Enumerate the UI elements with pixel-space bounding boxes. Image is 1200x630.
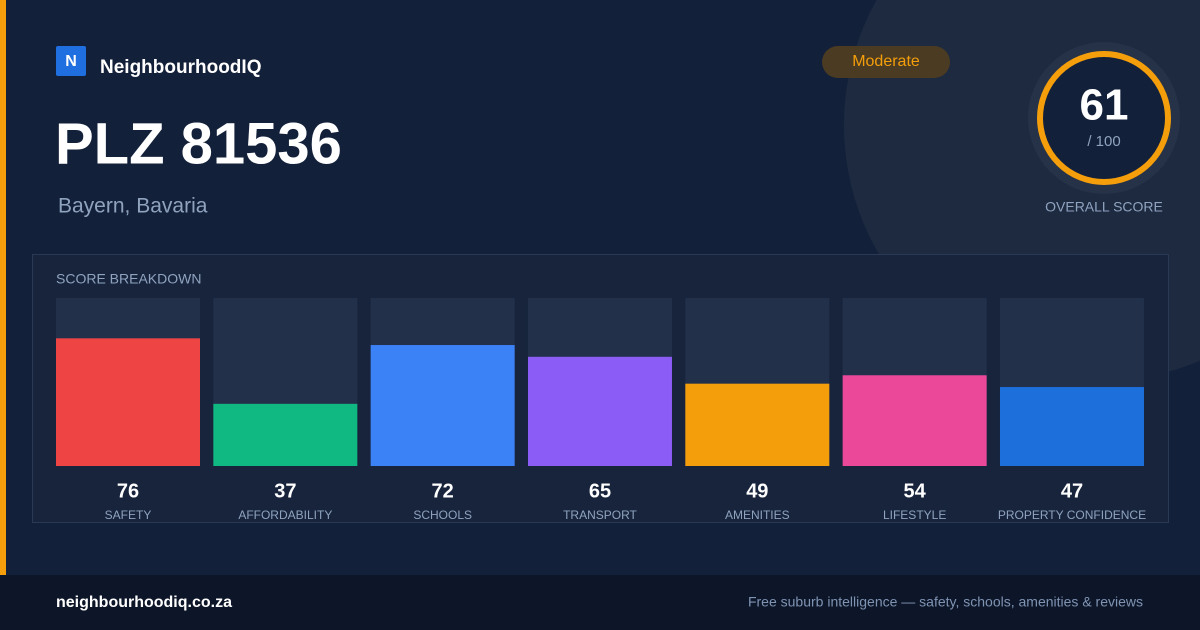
brand-name: NeighbourhoodIQ [100,57,261,78]
value-label: 76 [117,480,139,502]
category-label: AFFORDABILITY [238,508,332,522]
logo-letter: N [65,53,77,70]
chart-title: SCORE BREAKDOWN [56,271,201,287]
footer-bg [0,575,1200,630]
bar [213,403,358,466]
bar [842,375,987,466]
score-label: OVERALL SCORE [1045,199,1163,215]
bar [527,356,672,466]
category-label: LIFESTYLE [883,508,946,522]
category-label: SCHOOLS [413,508,472,522]
score-ring [1037,51,1171,185]
value-label: 65 [589,480,611,502]
bar [56,338,200,466]
bar [685,383,830,466]
badge-bg [822,46,950,78]
bar [370,345,515,466]
score-value: 61 [1080,81,1129,130]
value-label: 49 [746,480,768,502]
bar [999,387,1144,466]
footer-tagline: Free suburb intelligence — safety, schoo… [748,594,1143,610]
subtitle: Bayern, Bavaria [58,195,208,218]
badge: Moderate [852,53,920,70]
value-label: 72 [432,480,454,502]
category-label: SAFETY [105,508,152,522]
value-label: 54 [904,480,927,502]
category-label: AMENITIES [725,508,790,522]
category-label: TRANSPORT [563,508,637,522]
title: PLZ 81536 [55,111,342,176]
score-max: / 100 [1087,133,1120,150]
value-label: 37 [274,480,296,502]
value-label: 47 [1061,480,1083,502]
category-label: PROPERTY CONFIDENCE [998,508,1146,522]
logo-box [56,46,86,76]
accent-stripe [0,0,6,575]
footer-url: neighbourhoodiq.co.za [56,594,232,611]
